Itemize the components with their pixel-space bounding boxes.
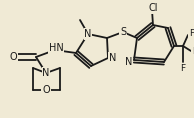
Text: N: N xyxy=(42,68,50,78)
Text: O: O xyxy=(42,85,50,95)
Text: N: N xyxy=(125,57,132,67)
Text: HN: HN xyxy=(49,43,63,53)
Text: O: O xyxy=(9,52,17,62)
Text: N: N xyxy=(109,53,116,63)
Text: F: F xyxy=(189,30,194,38)
Text: F: F xyxy=(180,64,186,73)
Text: Cl: Cl xyxy=(148,3,158,13)
Text: N: N xyxy=(84,29,92,39)
Text: S: S xyxy=(120,27,126,37)
Text: F: F xyxy=(192,46,194,55)
